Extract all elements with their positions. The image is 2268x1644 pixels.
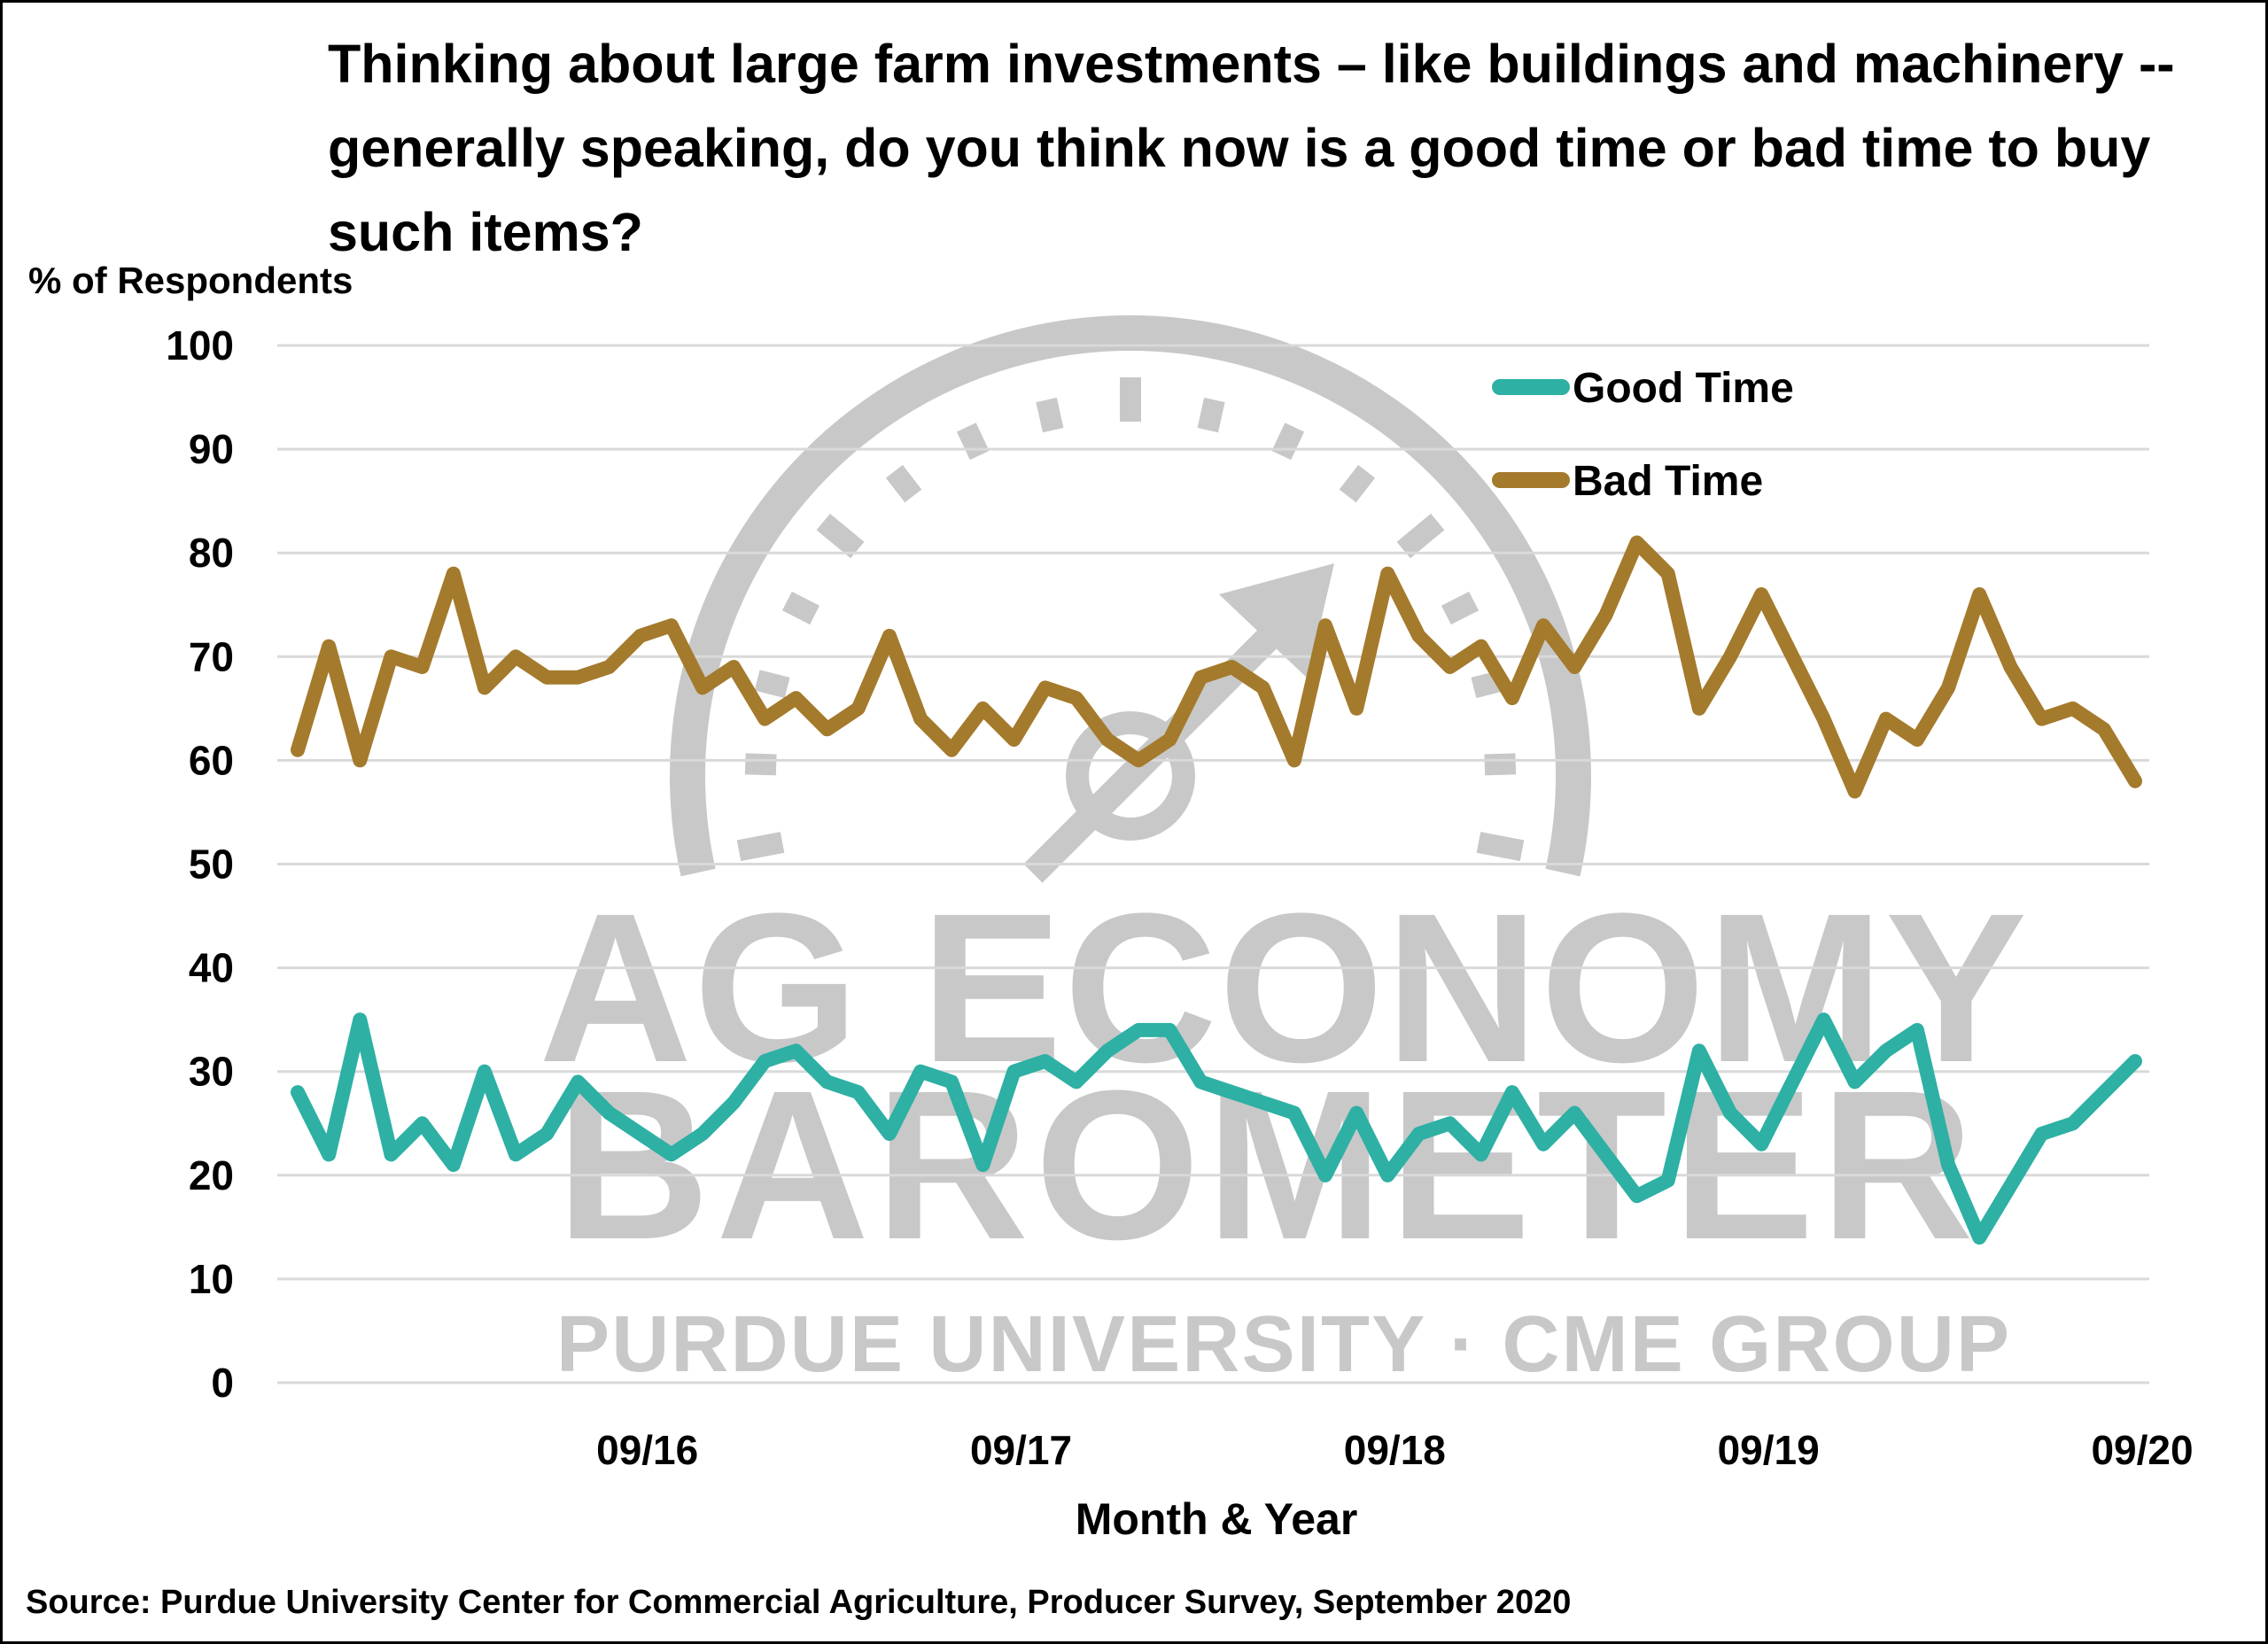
gauge-tick [781, 591, 820, 625]
x-tick-label: 09/16 [596, 1427, 698, 1473]
series-line-bad-time [291, 535, 2142, 799]
y-tick-label: 80 [189, 530, 234, 576]
x-tick-label: 09/18 [1344, 1427, 1446, 1473]
gridlines [277, 344, 2149, 1384]
y-tick-label: 100 [166, 322, 234, 368]
y-tick-label: 40 [189, 945, 234, 991]
y-axis-label: % of Respondents [28, 260, 353, 301]
legend: Good Time Bad Time [1492, 365, 1794, 505]
y-tick-label: 50 [189, 841, 234, 888]
gauge-tick [1339, 464, 1376, 503]
x-axis-label: Month & Year [1075, 1494, 1358, 1544]
gauge-tick [1396, 513, 1445, 559]
gauge-hub [1066, 711, 1195, 841]
x-tick-label: 09/17 [970, 1427, 1072, 1473]
watermark-line3: PURDUE UNIVERSITY · CME GROUP [556, 1300, 2009, 1389]
y-tick-label: 10 [189, 1256, 234, 1302]
watermark-line1: AG ECONOMY [539, 869, 2027, 1106]
y-tick-label: 0 [211, 1360, 234, 1406]
x-tick-label: 09/19 [1718, 1427, 1820, 1473]
source-note: Source: Purdue University Center for Com… [26, 1584, 1572, 1621]
gauge-tick [885, 464, 922, 503]
y-tick-label: 20 [189, 1152, 234, 1198]
gauge-tick [754, 670, 790, 699]
legend-label: Good Time [1573, 365, 1794, 412]
gauge-arrowhead [1219, 563, 1334, 679]
gauge-tick [1197, 397, 1225, 433]
gauge-tick [1271, 423, 1305, 461]
watermark-line2: BAROMETER [556, 1046, 1974, 1283]
y-tick-label: 30 [189, 1049, 234, 1095]
x-tick-label: 09/20 [2091, 1427, 2193, 1473]
y-axis-ticks: 0 10 20 30 40 50 60 70 80 90 100 [166, 322, 234, 1406]
chart-title: Thinking about large farm investments – … [328, 34, 2175, 262]
gauge-tick [816, 513, 865, 559]
series-line-good-time [291, 1012, 2142, 1245]
x-axis-ticks: 09/16 09/17 09/18 09/19 09/20 [596, 1427, 2193, 1473]
gauge-tick [1476, 832, 1525, 862]
y-tick-label: 90 [189, 426, 234, 472]
gauge-tick [1441, 591, 1480, 625]
y-tick-label: 70 [189, 633, 234, 679]
y-tick-label: 60 [189, 737, 234, 783]
series-lines [291, 535, 2142, 1245]
gauge-tick [956, 423, 990, 461]
gauge-tick [1036, 397, 1064, 433]
gauge-tick [736, 832, 785, 862]
legend-label: Bad Time [1573, 458, 1763, 505]
